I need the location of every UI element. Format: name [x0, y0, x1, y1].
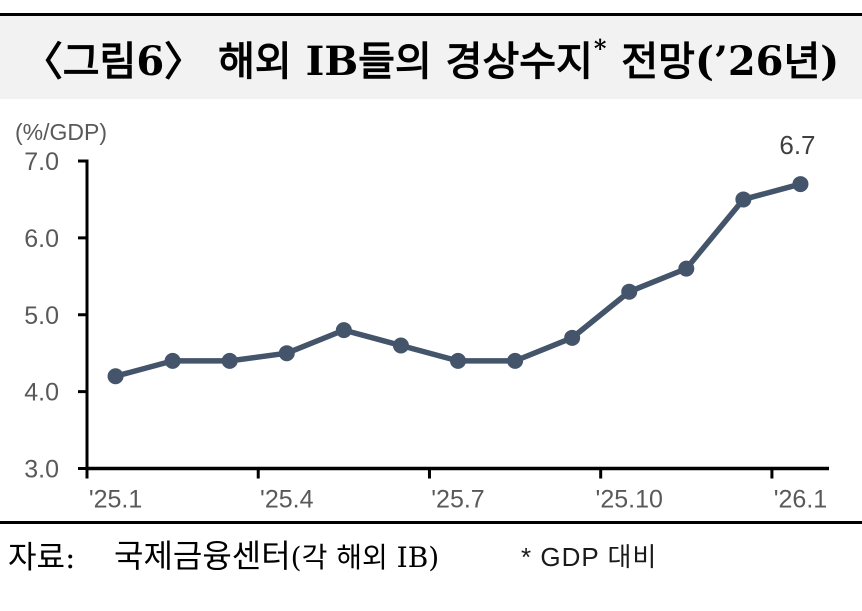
svg-text:4.0: 4.0: [24, 379, 59, 407]
svg-text:'25.4: '25.4: [260, 486, 314, 514]
top-rule: [0, 13, 862, 16]
svg-text:'25.10: '25.10: [596, 486, 663, 514]
svg-text:6.7: 6.7: [779, 130, 815, 160]
source-main: 국제금융센터: [114, 537, 291, 575]
title-band: 〈그림6〉 해외 IB들의 경상수지* 전망(’26년): [0, 16, 862, 99]
svg-text:5.0: 5.0: [24, 302, 59, 330]
chart-title-main: 〈그림6〉 해외 IB들의 경상수지: [22, 37, 593, 85]
chart-title: 〈그림6〉 해외 IB들의 경상수지* 전망(’26년): [23, 29, 839, 87]
source-name: 국제금융센터(각 해외 IB): [114, 531, 439, 577]
svg-text:6.0: 6.0: [24, 225, 59, 253]
title-asterisk: *: [593, 33, 607, 63]
source-detail: (각 해외 IB): [290, 541, 440, 574]
chart-title-year: 전망(’26년): [607, 37, 840, 85]
y-axis-unit-label: (%/GDP): [15, 119, 107, 145]
source-label: 자료:: [8, 540, 76, 576]
svg-text:'26.1: '26.1: [774, 486, 827, 514]
svg-text:'25.7: '25.7: [431, 486, 484, 514]
svg-text:3.0: 3.0: [24, 456, 59, 484]
svg-text:'25.1: '25.1: [89, 486, 142, 514]
svg-text:7.0: 7.0: [24, 148, 59, 176]
footnote-gdp: * GDP 대비: [521, 542, 658, 572]
footer: 자료: 국제금융센터(각 해외 IB) * GDP 대비: [0, 528, 862, 588]
bottom-rule: [0, 521, 862, 524]
